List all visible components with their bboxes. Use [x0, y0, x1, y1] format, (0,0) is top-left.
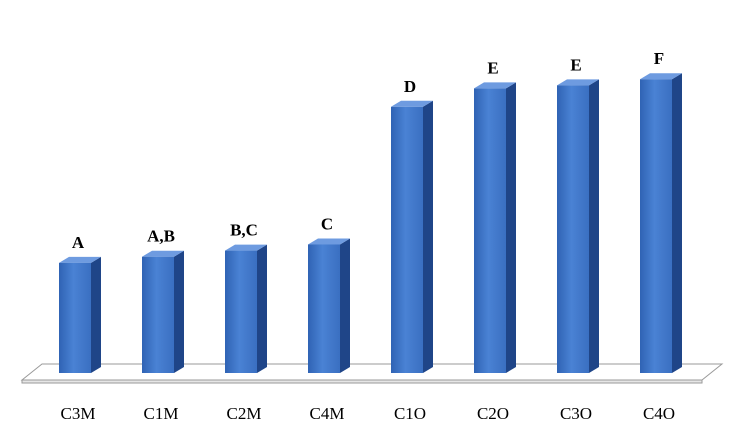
bar-side-C3O: [589, 79, 599, 374]
x-tick-label-C1M: C1M: [144, 404, 179, 423]
bar-top-C1O: [391, 100, 433, 107]
bar-C3M: [59, 256, 101, 373]
x-tick-label-C2M: C2M: [227, 404, 262, 423]
x-tick-label-C1O: C1O: [394, 404, 426, 423]
x-tick-label-C3M: C3M: [61, 404, 96, 423]
bar-front-C2O: [474, 88, 506, 374]
x-tick-label-C4M: C4M: [310, 404, 345, 423]
bar-front-C3O: [557, 85, 589, 374]
bar-front-C4O: [640, 79, 672, 374]
bar-C4O: [640, 73, 682, 374]
bar-front-C3M: [59, 262, 91, 373]
bar-side-C2M: [257, 244, 267, 373]
data-label-C3M: A: [72, 233, 85, 252]
data-label-C2O: E: [487, 58, 498, 77]
x-tick-label-C2O: C2O: [477, 404, 509, 423]
bar-top-C3O: [557, 79, 599, 86]
data-label-C2M: B,C: [230, 221, 258, 240]
bar-side-C1M: [174, 250, 184, 373]
bar-C4M: [308, 238, 350, 373]
bar-side-C4O: [672, 73, 682, 374]
bar-front-C1M: [142, 256, 174, 373]
bar-C1M: [142, 250, 184, 373]
data-label-C4O: F: [654, 49, 664, 68]
bar-front-C1O: [391, 106, 423, 373]
bars-layer: [59, 73, 682, 374]
bar-side-C2O: [506, 82, 516, 374]
chart-floor: [20, 363, 724, 381]
data-label-C4M: C: [321, 214, 333, 233]
data-label-C1O: D: [404, 77, 416, 96]
labels-layer: A C3M A,B C1M B,C C2M C C4M D C1O E C2O E C3O F C4O: [61, 49, 676, 423]
bar-C1O: [391, 100, 433, 373]
bar-side-C4M: [340, 238, 350, 373]
bar-front-C4M: [308, 244, 340, 373]
bar-top-C4M: [308, 238, 350, 245]
bar-top-C1M: [142, 250, 184, 257]
bar-front-C2M: [225, 250, 257, 373]
bar-side-C3M: [91, 256, 101, 373]
bar-C2M: [225, 244, 267, 373]
data-label-C3O: E: [570, 55, 581, 74]
bar-top-C3M: [59, 256, 101, 263]
bar-side-C1O: [423, 100, 433, 373]
bar-top-C2M: [225, 244, 267, 251]
chart-floor-edge: [21, 379, 703, 384]
x-tick-label-C3O: C3O: [560, 404, 592, 423]
bar-C3O: [557, 79, 599, 374]
bar-top-C2O: [474, 82, 516, 89]
bar-top-C4O: [640, 73, 682, 80]
bar-C2O: [474, 82, 516, 374]
x-tick-label-C4O: C4O: [643, 404, 675, 423]
data-label-C1M: A,B: [147, 227, 175, 246]
